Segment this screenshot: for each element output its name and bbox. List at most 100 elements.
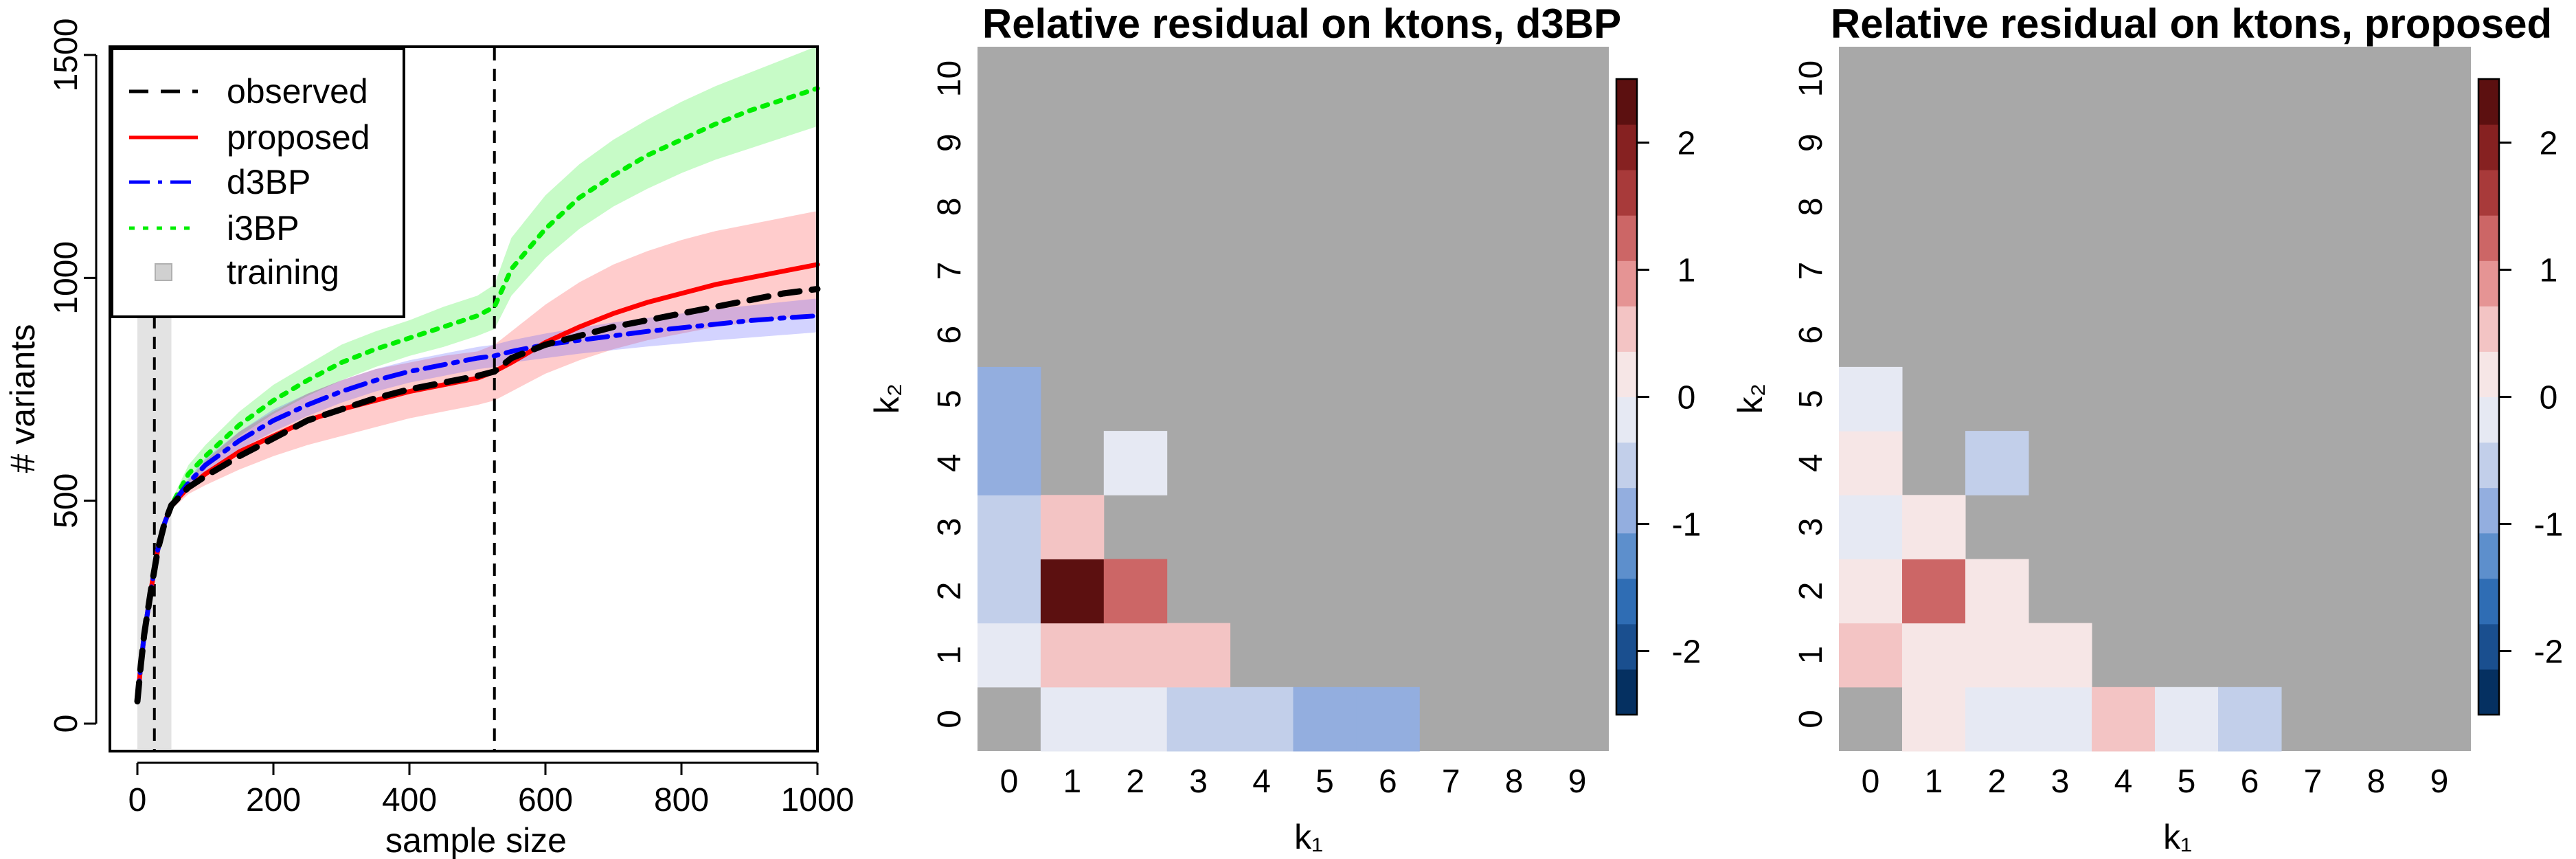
heatmap-proposed-x-axis: 0 1 2 3 4 5 6 7 8 9 [1862,763,2449,800]
heatmap-cell-2-4 [1965,431,2029,495]
x-tick-label: 0 [128,782,147,818]
heatmap-cell-4-0 [1230,687,1293,752]
heatmap-y-tick-label: 5 [931,390,968,408]
heatmap-x-tick-label: 5 [1315,763,1334,800]
heatmap-x-tick-label: 8 [2367,763,2386,800]
line-chart-panel: 0 200 400 600 800 1000 0 500 1000 1500 sample si… [3,19,854,859]
colorbar-segment [2478,306,2499,352]
heatmap-y-tick-label: 2 [931,582,968,601]
heatmap-cell-1-0 [1040,687,1105,752]
heatmap-x-tick-label: 9 [2430,763,2449,800]
colorbar-segment [1616,260,1637,306]
heatmap-proposed-panel: Relative residual on ktons, proposed 0 1 2… [1731,1,2563,856]
colorbar-segment [1616,623,1637,670]
legend-swatch-training [155,263,172,281]
colorbar-segment [1616,442,1637,489]
colorbar-segment [2478,442,2499,489]
heatmap-proposed-y-axis: 0 1 2 3 4 5 6 7 8 9 10 [1793,60,1829,728]
heatmap-cell-3-1 [2029,623,2092,688]
colorbar-segment [1616,487,1637,534]
x-tick-label: 1000 [781,782,855,818]
x-axis-label: sample size [385,821,567,859]
heatmap-y-tick-label: 0 [931,710,968,728]
y-tick-label: 0 [48,715,84,733]
y-tick-label: 1500 [48,19,84,92]
heatmap-proposed-colorbar: -2 -1 0 1 2 [2477,78,2563,716]
legend-label-proposed: proposed [227,118,370,157]
heatmap-y-tick-label: 7 [931,262,968,280]
colorbar-segment [2478,79,2499,125]
heatmap-d3bp-cells [978,47,1609,752]
colorbar-segment [1616,533,1637,579]
heatmap-y-tick-label: 10 [931,60,968,97]
colorbar-segment [2478,260,2499,306]
colorbar-segment [2478,578,2499,625]
heatmap-cell-2-1 [1103,623,1168,688]
heatmap-cell-2-2 [1103,559,1168,624]
heatmap-x-tick-label: 2 [1126,763,1144,800]
reference-lines [152,48,496,751]
heatmap-cell-5-0 [2155,687,2219,752]
heatmap-cell-0-1 [978,623,1041,688]
heatmap-x-tick-label: 7 [2304,763,2323,800]
heatmap-y-tick-label: 3 [1793,518,1829,537]
heatmap-cell-3-0 [1166,687,1231,752]
heatmap-y-tick-label: 2 [1793,582,1829,601]
heatmap-proposed-title: Relative residual on ktons, proposed [1831,1,2552,47]
heatmap-cell-1-2 [1902,559,1966,624]
colorbar-segment [2478,351,2499,397]
heatmap-cell-2-2 [1965,559,2029,624]
colorbar-segment [1616,170,1637,216]
heatmap-cell-0-3 [978,495,1041,559]
heatmap-y-tick-label: 8 [1793,198,1829,216]
heatmap-cell-2-1 [1965,623,2029,688]
heatmap-cell-1-3 [1902,495,1966,559]
heatmap-cell-1-1 [1902,623,1966,688]
heatmap-y-tick-label: 1 [931,646,968,665]
series-line-observed [134,286,821,705]
heatmap-cell-0-4 [1839,431,1903,495]
heatmap-cell-0-5 [1839,366,1903,432]
legend: observed proposed d3BP i3BP training [111,47,405,318]
heatmap-cell-5-0 [1293,687,1357,752]
colorbar-segment [1616,669,1637,715]
band-d3bp [137,298,817,702]
y-axis-label: # variants [3,324,42,473]
heatmap-x-tick-label: 6 [2241,763,2259,800]
heatmap-d3bp-x-label: k₁ [1294,818,1323,856]
heatmap-d3bp-y-label: k₂ [868,383,906,414]
heatmap-y-tick-label: 9 [931,133,968,152]
heatmap-y-tick-label: 0 [1793,710,1829,728]
colorbar-segment [1616,351,1637,397]
heatmap-cell-4-0 [2092,687,2156,752]
colorbar-tick-label: 2 [2540,126,2558,162]
heatmap-x-tick-label: 9 [1568,763,1587,800]
heatmap-cell-1-1 [1040,623,1105,688]
heatmap-x-tick-label: 1 [1925,763,1943,800]
colorbar-tick-label: 0 [2540,380,2558,416]
colorbar-segment [2478,487,2499,534]
heatmap-x-tick-label: 3 [2051,763,2070,800]
colorbar-segment [1616,578,1637,625]
line-chart-frame [109,45,819,752]
heatmap-cell-2-4 [1103,431,1168,495]
heatmap-cell-2-0 [1103,687,1168,752]
legend-label-training: training [227,253,339,291]
heatmap-cell-0-2 [978,559,1041,624]
heatmap-y-tick-label: 6 [1793,326,1829,344]
colorbar-segment [1616,397,1637,443]
x-tick-label: 400 [382,782,437,818]
heatmap-y-tick-label: 10 [1793,60,1829,97]
heatmap-proposed-y-label: k₂ [1731,383,1770,414]
heatmap-d3bp-x-axis: 0 1 2 3 4 5 6 7 8 9 [1000,763,1587,800]
colorbar-tick-label: -2 [1672,634,1702,671]
heatmap-cell-1-2 [1040,559,1105,624]
heatmap-proposed-cells [1839,47,2471,752]
heatmap-cell-3-1 [1166,623,1231,688]
x-tick-label: 800 [654,782,709,818]
heatmap-cell-1-0 [1902,687,1966,752]
heatmap-y-tick-label: 1 [1793,646,1829,665]
colorbar-segment [2478,533,2499,579]
heatmap-d3bp-colorbar: -2 -1 0 1 2 [1615,78,1702,716]
